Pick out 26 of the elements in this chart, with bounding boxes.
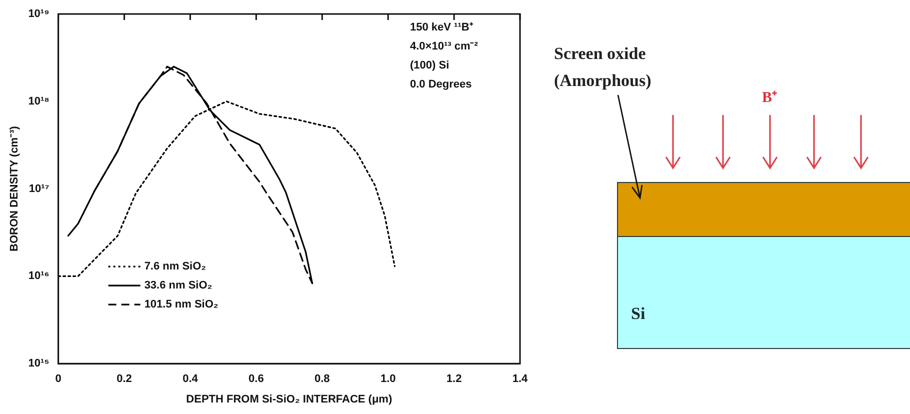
- y-tick-label: 10¹⁹: [28, 8, 50, 20]
- x-tick-label: 1.4: [512, 373, 529, 386]
- y-tick-label: 10¹⁵: [28, 358, 50, 370]
- x-tick-label: 0.2: [116, 373, 132, 386]
- text: Screen oxide: [554, 44, 646, 64]
- annotation: 150 keV ¹¹B⁺: [410, 22, 474, 34]
- x-tick-label: 1.2: [446, 373, 462, 386]
- legend-label: 7.6 nm SiO₂: [144, 260, 206, 273]
- x-tick-label: 0: [55, 373, 62, 386]
- text: Si: [631, 304, 646, 324]
- x-tick-label: 0.6: [248, 373, 264, 386]
- annotation: 0.0 Degrees: [410, 78, 472, 91]
- y-axis-title: BORON DENSITY (cm⁻³): [8, 126, 21, 252]
- y-tick-label: 10¹⁶: [28, 270, 50, 282]
- legend-label: 33.6 nm SiO₂: [144, 280, 212, 292]
- y-tick-label: 10¹⁸: [28, 95, 50, 108]
- text: B⁺: [762, 89, 778, 107]
- annotation: 4.0×10¹³ cm⁻²: [410, 40, 478, 53]
- x-tick-label: 0.4: [182, 373, 199, 386]
- text: (Amorphous): [554, 71, 652, 91]
- annotation: (100) Si: [410, 60, 450, 72]
- y-tick-label: 10¹⁷: [28, 182, 50, 195]
- legend-label: 101.5 nm SiO₂: [144, 298, 218, 311]
- x-tick-label: 1.0: [380, 373, 396, 386]
- x-tick-label: 0.8: [314, 373, 330, 386]
- x-axis-title: DEPTH FROM Si-SiO₂ INTERFACE (μm): [186, 393, 392, 406]
